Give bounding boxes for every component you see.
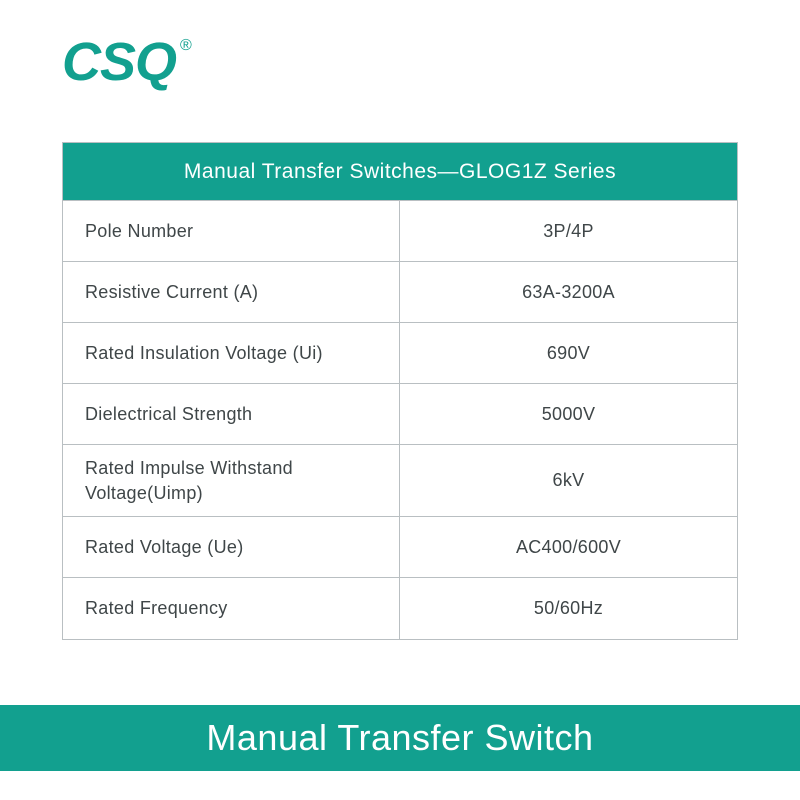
spec-value: 6kV <box>400 445 737 516</box>
spec-label: Rated Voltage (Ue) <box>63 517 400 577</box>
spec-value: 5000V <box>400 384 737 444</box>
spec-label: Rated Frequency <box>63 578 400 639</box>
spec-table: Manual Transfer Switches—GLOG1Z Series P… <box>62 142 738 640</box>
table-row: Rated Impulse Withstand Voltage(Uimp) 6k… <box>63 445 737 517</box>
spec-value: AC400/600V <box>400 517 737 577</box>
table-header: Manual Transfer Switches—GLOG1Z Series <box>63 143 737 201</box>
logo-text: CSQ <box>62 35 176 89</box>
spec-value: 63A-3200A <box>400 262 737 322</box>
spec-value: 690V <box>400 323 737 383</box>
spec-label: Pole Number <box>63 201 400 261</box>
spec-label: Resistive Current (A) <box>63 262 400 322</box>
spec-label: Rated Insulation Voltage (Ui) <box>63 323 400 383</box>
table-row: Rated Frequency 50/60Hz <box>63 578 737 639</box>
spec-label: Rated Impulse Withstand Voltage(Uimp) <box>63 445 400 516</box>
table-row: Rated Insulation Voltage (Ui) 690V <box>63 323 737 384</box>
registered-mark: ® <box>180 37 192 55</box>
table-row: Resistive Current (A) 63A-3200A <box>63 262 737 323</box>
spec-value: 50/60Hz <box>400 578 737 639</box>
table-row: Rated Voltage (Ue) AC400/600V <box>63 517 737 578</box>
spec-label: Dielectrical Strength <box>63 384 400 444</box>
spec-value: 3P/4P <box>400 201 737 261</box>
footer-title-bar: Manual Transfer Switch <box>0 705 800 771</box>
table-row: Dielectrical Strength 5000V <box>63 384 737 445</box>
table-row: Pole Number 3P/4P <box>63 201 737 262</box>
footer-title: Manual Transfer Switch <box>206 717 593 758</box>
brand-logo: CSQ ® <box>62 35 192 89</box>
